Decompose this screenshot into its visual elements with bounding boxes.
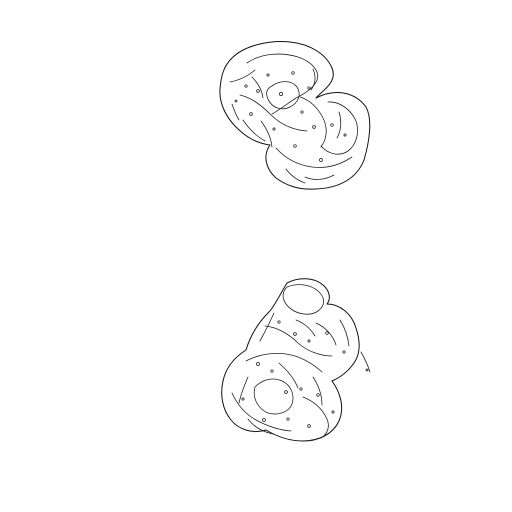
lower-blob-outline	[221, 278, 371, 442]
upper-blob-texture	[234, 71, 347, 162]
upper-blob-outline	[219, 41, 371, 190]
lower-blob-texture	[241, 320, 369, 428]
